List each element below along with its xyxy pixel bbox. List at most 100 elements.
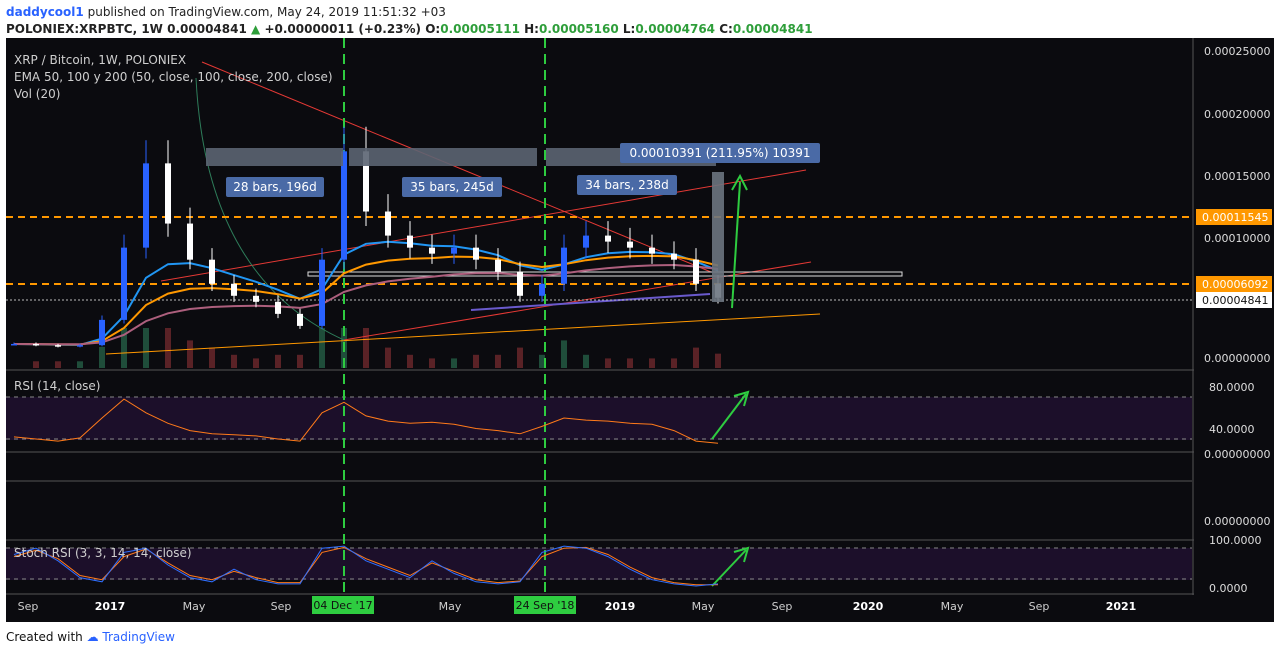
chart-area[interactable]: 28 bars, 196d 35 bars, 245d 34 bars, 238… xyxy=(6,38,1274,622)
ema-lines xyxy=(13,240,719,346)
rsi-tick: 40.0000 xyxy=(1209,423,1255,436)
volume-bar xyxy=(99,346,105,368)
volume-bar xyxy=(539,354,545,368)
volume-bar xyxy=(297,354,303,368)
price-pane[interactable] xyxy=(6,38,1192,368)
tradingview-brand-link[interactable]: TradingView xyxy=(102,630,175,644)
badge-support-text: 0.00006092 xyxy=(1202,278,1268,291)
rsi-tick: 80.0000 xyxy=(1209,381,1255,394)
time-tick: Sep xyxy=(271,600,292,613)
range-box[interactable] xyxy=(307,271,903,277)
volume-bar xyxy=(121,328,127,368)
volume-bar xyxy=(253,358,259,368)
candle-body xyxy=(11,343,17,346)
candle-body xyxy=(187,223,193,260)
price-change: +0.00000011 (+0.23%) xyxy=(264,22,422,36)
price-tick: 0.00025000 xyxy=(1204,45,1270,58)
volume-bar xyxy=(231,354,237,368)
green-arrow-icon[interactable] xyxy=(711,546,750,587)
candle-body xyxy=(275,301,281,314)
badge-support xyxy=(1196,276,1272,292)
volume-bar xyxy=(33,361,39,368)
chart-svg[interactable]: 28 bars, 196d 35 bars, 245d 34 bars, 238… xyxy=(6,38,1274,622)
measure-bar-1[interactable] xyxy=(206,148,343,166)
candle-body xyxy=(385,211,391,236)
time-tick: Sep xyxy=(772,600,793,613)
volume-bar xyxy=(605,358,611,368)
author-link[interactable]: daddycool1 xyxy=(6,5,84,19)
last-price: 0.00004841 xyxy=(167,22,247,36)
volume-bar xyxy=(275,354,281,368)
price-tick: 0.00000000 xyxy=(1204,352,1270,365)
footer: Created with ☁ TradingView xyxy=(6,630,175,644)
time-marker-2-box[interactable] xyxy=(514,596,576,614)
green-arrow-icon[interactable] xyxy=(711,390,750,440)
time-tick: 2019 xyxy=(605,600,636,613)
time-tick: May xyxy=(941,600,964,613)
volume-bar xyxy=(55,361,61,368)
legend-title: XRP / Bitcoin, 1W, POLONIEX xyxy=(14,53,186,67)
time-tick: Sep xyxy=(1029,600,1050,613)
tradingview-logo-icon: ☁ xyxy=(86,630,99,644)
rsi-tick: 0.00000000 xyxy=(1204,448,1270,461)
candle-body xyxy=(363,151,369,212)
badge-resistance xyxy=(1196,209,1272,225)
bars-label-2: 35 bars, 245d xyxy=(410,180,493,194)
downtrend-line[interactable] xyxy=(201,61,712,273)
publish-info: published on TradingView.com, May 24, 20… xyxy=(87,5,446,19)
symbol-label: POLONIEX:XRPBTC, 1W xyxy=(6,22,163,36)
time-tick: May xyxy=(439,600,462,613)
candle-body xyxy=(341,151,347,260)
time-tick: 2020 xyxy=(853,600,884,613)
candle-body xyxy=(407,235,413,248)
bars-label-1: 28 bars, 196d xyxy=(233,180,316,194)
arc-curve[interactable] xyxy=(195,77,345,341)
volume-bar xyxy=(319,328,325,368)
close-label: C: xyxy=(719,22,733,36)
volume-bar xyxy=(627,358,633,368)
time-tick: Sep xyxy=(18,600,39,613)
candle-body xyxy=(671,253,677,260)
candle-body xyxy=(693,259,699,284)
candle-body xyxy=(253,295,259,302)
green-arrow-icon[interactable] xyxy=(731,173,748,309)
uptrend-line-top[interactable] xyxy=(160,169,807,282)
price-axis[interactable] xyxy=(1194,38,1274,622)
volume-bar xyxy=(495,354,501,368)
candle-body xyxy=(605,235,611,242)
time-tick: 2021 xyxy=(1106,600,1137,613)
candle-body xyxy=(297,313,303,326)
volume-bar xyxy=(363,328,369,368)
measure-bar-2[interactable] xyxy=(349,148,537,166)
candle-body xyxy=(495,259,501,272)
volume-bar xyxy=(561,340,567,368)
empty-tick: 0.00000000 xyxy=(1204,515,1270,528)
publish-line: daddycool1 published on TradingView.com,… xyxy=(6,5,446,19)
candle-body xyxy=(429,247,435,254)
candle-body xyxy=(539,283,545,296)
time-axis[interactable] xyxy=(6,595,1274,622)
candle-body xyxy=(319,259,325,326)
ema50-line xyxy=(13,240,719,346)
candle-body xyxy=(451,247,457,254)
candle-body xyxy=(561,247,567,284)
volume-bar xyxy=(143,328,149,368)
measure-label-box[interactable] xyxy=(620,143,820,163)
time-marker-1-box[interactable] xyxy=(312,596,374,614)
time-tick: May xyxy=(183,600,206,613)
candlesticks xyxy=(11,126,721,348)
volume-bar xyxy=(209,347,215,368)
bars-label-box-3[interactable] xyxy=(577,175,677,195)
candle-body xyxy=(649,247,655,254)
measure-bar-vertical[interactable] xyxy=(712,172,724,302)
long-support-line[interactable] xyxy=(105,313,821,355)
legend-ema: EMA 50, 100 y 200 (50, close, 100, close… xyxy=(14,70,333,84)
volume-bar xyxy=(451,358,457,368)
bars-label-box-2[interactable] xyxy=(402,177,502,197)
empty-pane[interactable] xyxy=(6,454,1192,538)
volume-bar xyxy=(77,361,83,368)
open-value: 0.00005111 xyxy=(440,22,520,36)
bars-label-box-1[interactable] xyxy=(226,177,324,197)
purple-trendline[interactable] xyxy=(470,293,711,311)
volume-bar xyxy=(583,354,589,368)
